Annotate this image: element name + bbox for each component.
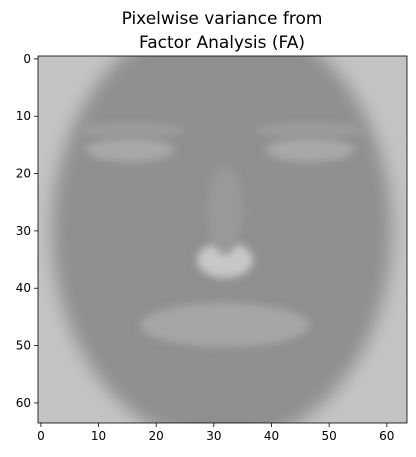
x-tick-label: 40: [264, 429, 279, 443]
nose: [197, 242, 253, 278]
y-tick-label: 40: [16, 281, 31, 295]
x-tick-label: 20: [149, 429, 164, 443]
y-tick-label: 0: [23, 52, 31, 66]
x-tick-label: 0: [37, 429, 45, 443]
right-eye: [265, 138, 355, 162]
y-tick-label: 20: [16, 167, 31, 181]
x-tick-label: 10: [91, 429, 106, 443]
axes-frame: [37, 55, 408, 424]
y-tick-label: 60: [16, 396, 31, 410]
face-image: [38, 56, 407, 423]
y-tick-label: 50: [16, 339, 31, 353]
x-tick-label: 50: [322, 429, 337, 443]
y-tick-label: 30: [16, 224, 31, 238]
chart-title: Factor Analysis (FA): [139, 33, 305, 53]
mouth: [140, 303, 310, 347]
y-tick-label: 10: [16, 109, 31, 123]
x-tick-label: 30: [206, 429, 221, 443]
nose-bridge: [207, 165, 243, 255]
chart-title: Pixelwise variance from: [122, 9, 323, 29]
x-tick-label: 60: [379, 429, 394, 443]
right-brow: [255, 122, 365, 138]
left-eye: [85, 138, 175, 162]
left-brow: [75, 122, 185, 138]
